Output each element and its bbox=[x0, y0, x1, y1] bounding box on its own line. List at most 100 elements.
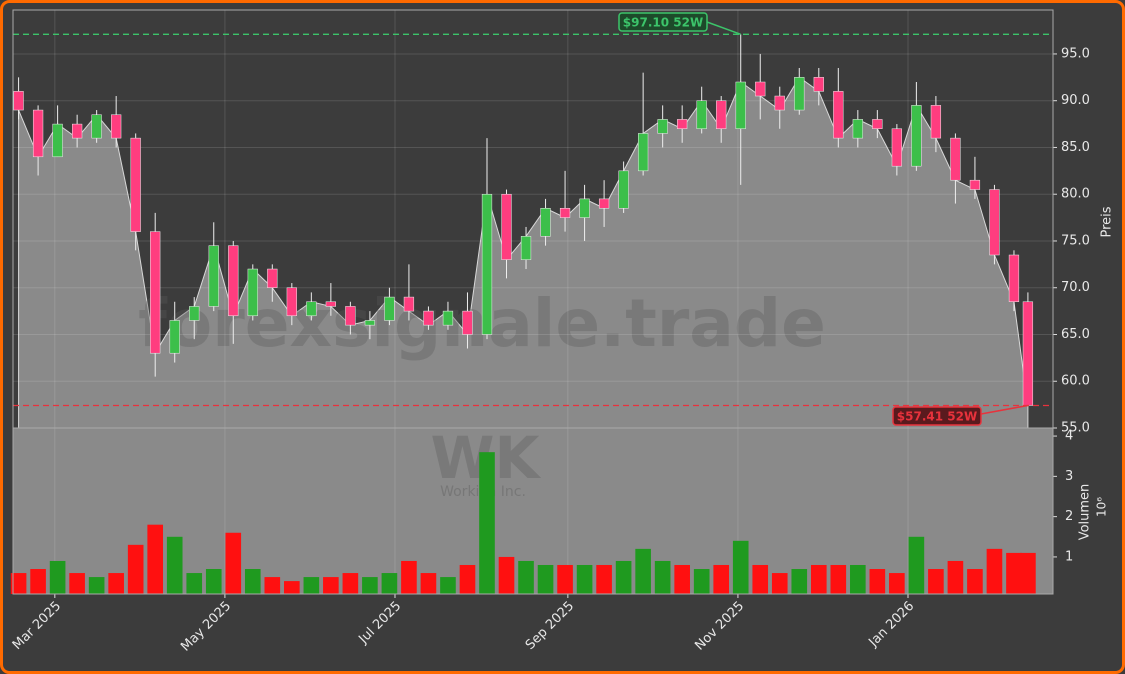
candle-body bbox=[306, 301, 317, 317]
volume-bar bbox=[459, 564, 476, 594]
volume-bar bbox=[69, 573, 85, 594]
candle-body bbox=[169, 320, 180, 354]
volume-bar bbox=[88, 577, 105, 594]
candle-body bbox=[442, 310, 454, 326]
volume-bar bbox=[108, 573, 124, 594]
candle-body bbox=[423, 310, 434, 326]
volume-bar bbox=[791, 569, 808, 594]
candle-body bbox=[1022, 301, 1034, 406]
volume-bar bbox=[244, 569, 261, 594]
candle-body bbox=[559, 207, 571, 218]
candle-body bbox=[130, 137, 141, 232]
candle-body bbox=[247, 268, 258, 317]
volume-bar bbox=[693, 569, 710, 594]
candle-body bbox=[950, 137, 961, 181]
volume-bar bbox=[850, 564, 866, 594]
candle-body bbox=[833, 91, 844, 139]
volume-bar bbox=[10, 573, 27, 594]
volume-bar bbox=[713, 564, 730, 594]
annotation-box bbox=[892, 406, 982, 426]
volume-bar bbox=[908, 536, 925, 594]
volume-bar bbox=[947, 560, 964, 594]
candle-body bbox=[891, 128, 902, 167]
candle-body bbox=[618, 170, 629, 209]
candle-body bbox=[989, 189, 1000, 256]
volume-bar bbox=[1006, 552, 1022, 594]
volume-y-tick-label: 4 bbox=[1065, 429, 1073, 444]
volume-bar bbox=[303, 577, 320, 594]
volume-bar bbox=[362, 577, 378, 594]
annotation-label: $57.41 52W bbox=[897, 410, 977, 424]
volume-bar bbox=[342, 573, 359, 594]
volume-axis-label: Volumen bbox=[1078, 484, 1093, 541]
y-tick-label: 90.0 bbox=[1061, 93, 1090, 108]
volume-bar bbox=[810, 564, 827, 594]
volume-bar bbox=[928, 569, 944, 594]
y-axis-label: Preis bbox=[1100, 206, 1115, 237]
volume-bar bbox=[615, 560, 632, 594]
volume-bar bbox=[576, 564, 593, 594]
candle-body bbox=[911, 105, 922, 167]
volume-y-tick-label: 3 bbox=[1065, 469, 1073, 484]
candle-body bbox=[657, 119, 668, 134]
y-tick-label: 65.0 bbox=[1061, 327, 1090, 342]
candle-body bbox=[852, 119, 863, 139]
candle-body bbox=[930, 105, 942, 139]
volume-bar bbox=[518, 560, 534, 594]
volume-bar bbox=[186, 573, 203, 594]
candle-body bbox=[598, 198, 610, 209]
volume-bar bbox=[225, 532, 242, 594]
volume-bar bbox=[401, 560, 417, 594]
volume-bar bbox=[752, 564, 769, 594]
volume-bar bbox=[166, 536, 183, 594]
candle-body bbox=[501, 193, 512, 260]
annotation-arrow bbox=[980, 404, 1029, 415]
candle-body bbox=[364, 320, 376, 326]
volume-bar bbox=[381, 573, 398, 594]
y-tick-label: 80.0 bbox=[1061, 187, 1090, 202]
y-tick-label: 75.0 bbox=[1061, 233, 1090, 248]
candle-body bbox=[520, 236, 532, 260]
candle-body bbox=[228, 245, 239, 317]
candle-body bbox=[872, 119, 883, 130]
candle-body bbox=[32, 109, 44, 158]
volume-bar bbox=[986, 548, 1003, 594]
candle-body bbox=[71, 123, 83, 139]
candle-body bbox=[716, 100, 727, 130]
volume-bar bbox=[479, 452, 495, 594]
volume-bar bbox=[498, 556, 515, 594]
volume-bar bbox=[732, 540, 749, 594]
volume-bar bbox=[537, 564, 554, 594]
candle-body bbox=[540, 207, 551, 237]
candle-body bbox=[755, 81, 766, 97]
volume-bar bbox=[557, 564, 573, 594]
candle-body bbox=[286, 287, 297, 317]
volume-bar bbox=[205, 569, 222, 594]
annotation-label: $97.10 52W bbox=[623, 16, 703, 30]
candle-body bbox=[150, 231, 161, 354]
candle-body bbox=[345, 306, 356, 326]
candle-body bbox=[774, 95, 785, 111]
volume-bar bbox=[49, 560, 66, 594]
candle-body bbox=[696, 100, 707, 130]
candle-body bbox=[481, 193, 493, 335]
volume-bar bbox=[1020, 552, 1036, 594]
candle-body bbox=[189, 306, 200, 321]
candle-body bbox=[325, 301, 336, 307]
volume-bar bbox=[771, 573, 788, 594]
candle-body bbox=[267, 268, 278, 288]
volume-bar bbox=[967, 569, 983, 594]
volume-bar bbox=[830, 564, 847, 594]
annotation-arrow bbox=[706, 21, 741, 36]
candle-body bbox=[794, 77, 805, 111]
candle-body bbox=[52, 123, 63, 158]
volume-bar bbox=[147, 524, 164, 594]
candle-body bbox=[1008, 254, 1020, 303]
volume-bar bbox=[30, 569, 46, 594]
volume-multiplier: 10⁶ bbox=[1095, 497, 1109, 517]
volume-bar bbox=[674, 564, 690, 594]
candle-body bbox=[735, 81, 746, 130]
volume-bar bbox=[869, 569, 886, 594]
candle-body bbox=[462, 310, 473, 335]
